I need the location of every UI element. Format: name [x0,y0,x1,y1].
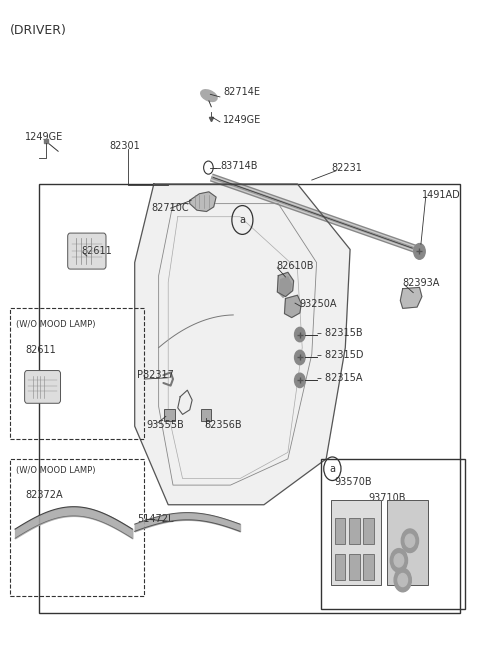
Text: 82611: 82611 [25,344,56,355]
Circle shape [394,568,411,592]
Text: 93250A: 93250A [300,298,337,309]
Circle shape [295,373,305,388]
Bar [10,459,144,596]
Bar [10,308,144,440]
FancyBboxPatch shape [68,233,106,269]
Circle shape [405,534,415,547]
Bar [349,518,360,544]
Circle shape [390,548,408,572]
Text: 82714E: 82714E [223,87,260,97]
Bar [335,518,345,544]
Bar [201,409,211,421]
Bar [331,499,381,584]
Bar [164,409,175,421]
Polygon shape [279,277,291,297]
Text: 93555B: 93555B [147,420,184,430]
Text: 93570B: 93570B [334,477,372,487]
FancyBboxPatch shape [24,371,60,403]
Circle shape [295,350,305,365]
Text: (W/O MOOD LAMP): (W/O MOOD LAMP) [16,466,96,474]
Text: 93710B: 93710B [368,493,406,503]
Text: 82301: 82301 [110,141,141,151]
Text: 82610B: 82610B [276,261,313,271]
Bar [363,554,374,580]
Text: – 82315B: – 82315B [317,328,362,338]
Bar [39,184,460,613]
Text: (DRIVER): (DRIVER) [10,24,67,37]
Bar [387,499,428,584]
Circle shape [414,243,425,259]
Bar [322,459,465,609]
Text: 82372A: 82372A [25,490,63,500]
Text: (W/O MOOD LAMP): (W/O MOOD LAMP) [16,320,96,329]
Text: 82611: 82611 [81,246,112,256]
Text: 83714B: 83714B [221,161,258,171]
Text: 82393A: 82393A [403,279,440,289]
Circle shape [398,573,408,586]
Text: 51472L: 51472L [137,514,174,524]
Bar [363,518,374,544]
Text: 82710C: 82710C [152,203,189,213]
Circle shape [394,554,404,567]
Text: P82317: P82317 [137,370,174,380]
Polygon shape [277,272,294,297]
Text: a: a [329,464,336,474]
Text: – 82315A: – 82315A [317,373,362,383]
Text: 1249GE: 1249GE [223,115,262,125]
Text: – 82315D: – 82315D [317,350,363,361]
Circle shape [295,327,305,342]
Bar [335,554,345,580]
Polygon shape [135,184,350,504]
Text: a: a [240,215,245,225]
Text: 82231: 82231 [331,163,362,173]
Bar [349,554,360,580]
Polygon shape [285,295,301,318]
Text: 1249GE: 1249GE [24,132,63,142]
Text: 82356B: 82356B [204,420,242,430]
Ellipse shape [201,90,217,102]
Circle shape [401,529,419,552]
Text: 1491AD: 1491AD [422,190,461,200]
Polygon shape [400,287,422,308]
Polygon shape [190,192,216,211]
